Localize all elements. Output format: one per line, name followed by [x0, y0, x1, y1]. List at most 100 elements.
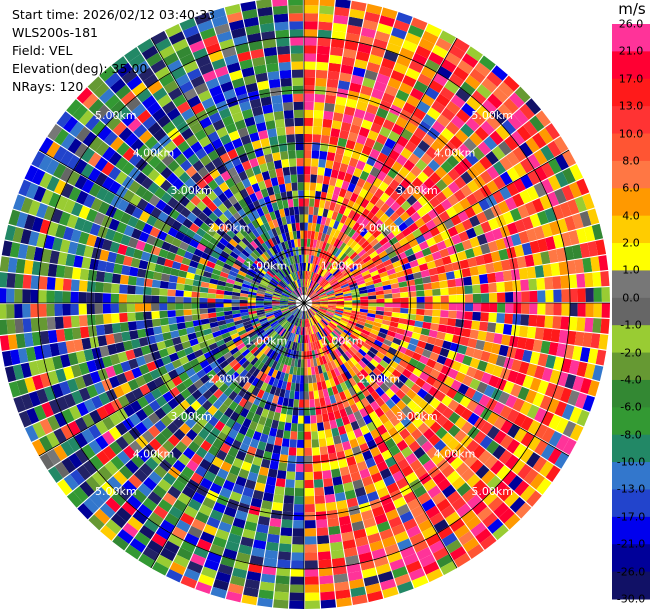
gate-cell [329, 332, 337, 341]
gate-cell [559, 387, 573, 404]
gate-cell [322, 225, 329, 234]
gate-cell [309, 182, 317, 191]
gate-cell [417, 73, 433, 87]
gate-cell [258, 197, 267, 208]
gate-cell [357, 317, 367, 323]
gate-cell [250, 240, 259, 250]
gate-cell [269, 460, 279, 471]
gate-cell [247, 354, 256, 363]
gate-cell [293, 206, 300, 215]
gate-cell [308, 318, 312, 327]
gate-cell [142, 223, 154, 235]
gate-cell [392, 470, 405, 483]
gate-cell [321, 347, 327, 356]
gate-cell [135, 185, 148, 198]
gate-cell [364, 69, 378, 81]
gate-cell [457, 59, 474, 75]
gate-cell [94, 104, 110, 120]
gate-cell [255, 246, 264, 256]
gate-cell [258, 255, 267, 264]
gate-cell [288, 206, 295, 216]
gate-cell [426, 107, 441, 121]
gate-cell [502, 270, 513, 282]
gate-cell [488, 292, 498, 303]
gate-cell [485, 194, 498, 208]
gate-cell [186, 352, 197, 362]
gate-cell [272, 395, 279, 405]
gate-cell [411, 352, 422, 362]
gate-cell [412, 367, 423, 378]
gate-cell [319, 0, 335, 7]
gate-cell [196, 242, 207, 252]
gate-cell [93, 82, 110, 99]
gate-cell [313, 264, 319, 273]
gate-cell [469, 357, 481, 369]
gate-cell [143, 477, 158, 491]
gate-cell [314, 314, 321, 322]
gate-cell [344, 246, 353, 255]
gate-cell [266, 314, 275, 320]
gate-cell [176, 547, 193, 561]
gate-cell [248, 313, 258, 318]
gate-cell [247, 300, 256, 303]
gate-cell [508, 335, 519, 348]
gate-cell [17, 243, 29, 259]
gate-cell [74, 417, 88, 432]
gate-cell [453, 524, 470, 539]
gate-cell [282, 511, 294, 521]
gate-cell [176, 349, 187, 359]
gate-cell [422, 165, 435, 178]
gate-cell [324, 102, 335, 113]
gate-cell [337, 137, 348, 148]
gate-cell [165, 23, 182, 38]
gate-cell [195, 330, 205, 338]
gate-cell [317, 275, 323, 284]
gate-cell [121, 265, 131, 276]
gate-cell [385, 388, 396, 399]
gate-cell [410, 428, 423, 441]
gate-cell [71, 267, 82, 280]
gate-cell [332, 112, 344, 122]
gate-cell [264, 272, 273, 280]
gate-cell [344, 300, 353, 303]
gate-cell [335, 589, 351, 600]
gate-cell [379, 213, 390, 223]
gate-cell [224, 219, 234, 229]
gate-cell [344, 370, 353, 380]
gate-cell [78, 362, 90, 376]
gate-cell [318, 438, 327, 448]
gate-cell [0, 272, 8, 288]
gate-cell [276, 379, 284, 389]
gate-cell [72, 104, 88, 121]
gate-cell [389, 489, 403, 502]
gate-cell [160, 179, 172, 192]
gate-cell [448, 303, 457, 311]
gate-cell [67, 352, 79, 366]
gate-cell [166, 107, 181, 121]
gate-cell [492, 524, 509, 541]
gate-cell [507, 423, 521, 439]
gate-cell [257, 597, 273, 608]
gate-cell [321, 280, 328, 287]
gate-cell [487, 518, 504, 534]
gate-cell [287, 303, 296, 305]
gate-cell [138, 210, 151, 223]
gate-cell [86, 281, 96, 293]
gate-cell [192, 363, 203, 374]
gate-cell [335, 0, 351, 9]
gate-cell [384, 409, 396, 420]
gate-cell [133, 347, 144, 358]
gate-cell [324, 271, 331, 279]
gate-cell [337, 170, 346, 181]
gate-cell [332, 476, 343, 486]
gate-cell [305, 600, 321, 609]
gate-cell [493, 415, 507, 430]
gate-cell [398, 373, 409, 384]
gate-cell [399, 428, 411, 440]
gate-cell [38, 276, 48, 290]
gate-cell [564, 373, 577, 390]
range-label: 3.00km [396, 184, 438, 197]
gate-cell [360, 240, 370, 249]
gate-cell [163, 80, 179, 94]
gate-cell [520, 314, 530, 326]
